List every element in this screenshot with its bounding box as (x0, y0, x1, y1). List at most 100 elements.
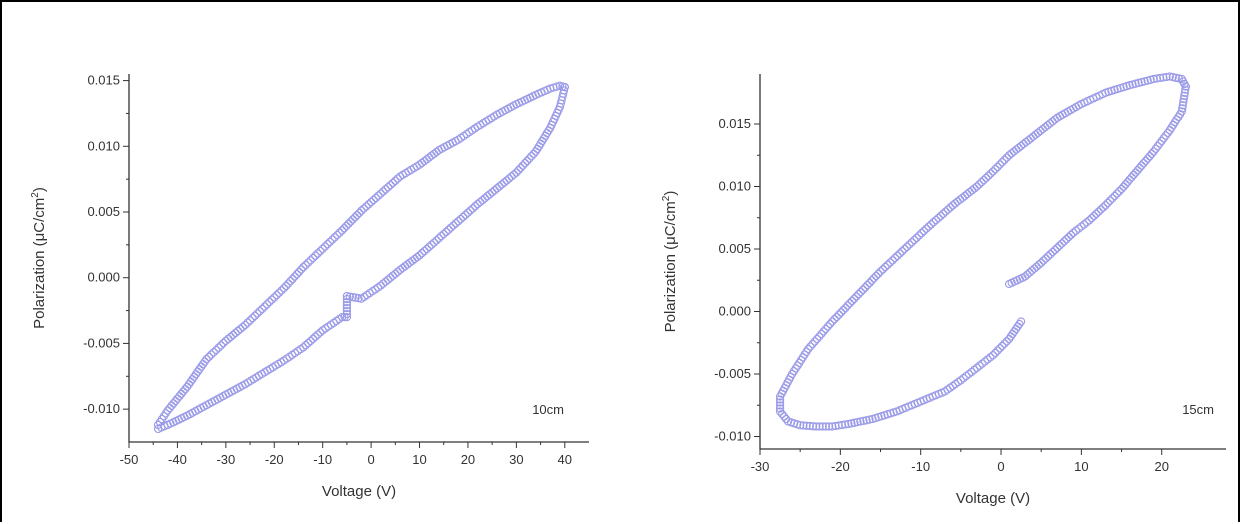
data-point (299, 263, 308, 272)
data-point (929, 218, 938, 227)
data-point (967, 367, 976, 377)
data-point (265, 297, 274, 307)
data-point (812, 334, 822, 344)
data-point (429, 238, 439, 247)
data-point (804, 344, 813, 354)
data-point (878, 265, 888, 274)
data-point (1069, 228, 1078, 237)
data-point (306, 256, 315, 265)
data-point (463, 208, 473, 217)
data-point (881, 262, 890, 272)
data-point (1002, 153, 1011, 162)
data-point (867, 276, 876, 285)
data-point (359, 204, 368, 213)
data-point (245, 316, 255, 325)
data-point (398, 263, 407, 273)
data-point (209, 348, 218, 357)
data-point (869, 274, 879, 283)
data-point (340, 224, 349, 233)
data-point (865, 415, 874, 424)
data-point (410, 254, 419, 264)
data-point (1004, 334, 1014, 344)
data-point (1000, 339, 1009, 348)
y-tick-label: -0.010 (83, 401, 120, 416)
data-point (962, 371, 971, 381)
data-point (775, 404, 785, 413)
data-point (1171, 73, 1180, 82)
x-tick-label: 40 (558, 452, 572, 467)
data-point (357, 206, 366, 215)
data-point (248, 313, 257, 323)
data-point (1157, 136, 1166, 146)
data-point (1163, 128, 1172, 138)
data-point (531, 147, 540, 156)
data-point (1071, 226, 1081, 235)
data-point (454, 135, 463, 144)
data-point (1155, 139, 1164, 148)
data-point (1032, 262, 1041, 271)
y-tick-label: 0.015 (718, 116, 751, 131)
data-point (951, 379, 960, 389)
data-point (819, 327, 828, 336)
data-point (500, 178, 509, 187)
data-point (272, 290, 281, 300)
data-point (344, 219, 353, 228)
data-point (454, 217, 463, 226)
data-point (926, 220, 936, 229)
data-point (1103, 198, 1112, 208)
data-point (777, 409, 787, 419)
data-point (1048, 247, 1057, 257)
y-axis-label-part: 2 (30, 192, 41, 198)
data-point (841, 420, 850, 429)
data-point (964, 369, 974, 379)
data-point (802, 421, 811, 430)
data-point (775, 401, 785, 410)
x-tick-label: -10 (911, 459, 930, 474)
data-point (412, 253, 422, 262)
data-point (323, 240, 332, 249)
data-point (844, 419, 853, 429)
data-point (351, 293, 360, 302)
data-series (153, 81, 569, 434)
data-series (775, 72, 1190, 431)
data-point (1110, 191, 1119, 201)
data-point (817, 329, 826, 339)
data-point (308, 253, 318, 263)
y-tick-label: 0.010 (87, 138, 120, 153)
data-point (1137, 77, 1146, 87)
data-point (993, 162, 1002, 172)
data-point (775, 398, 785, 407)
data-point (1082, 218, 1091, 227)
data-point (422, 244, 431, 254)
y-axis-label-part: ) (31, 187, 48, 192)
sample-annotation: 15cm (1182, 402, 1214, 417)
data-point (850, 294, 859, 303)
data-point (241, 320, 250, 330)
data-point (258, 304, 267, 314)
data-point (313, 249, 322, 258)
data-point (959, 374, 968, 383)
data-point (865, 278, 874, 288)
data-point (391, 176, 400, 185)
data-point (383, 183, 393, 192)
data-point (1125, 81, 1134, 90)
data-point (342, 300, 352, 310)
data-point (1140, 77, 1149, 86)
data-point (386, 273, 395, 282)
data-point (805, 421, 814, 431)
data-point (417, 249, 427, 258)
data-point (520, 159, 530, 168)
data-point (831, 421, 840, 431)
data-point (898, 247, 907, 256)
data-point (1168, 72, 1177, 82)
data-point (466, 206, 475, 215)
data-point (832, 312, 841, 322)
data-point (362, 202, 371, 211)
data-point (1180, 91, 1189, 101)
data-point (886, 258, 895, 267)
data-point (988, 351, 998, 360)
data-point (379, 279, 388, 288)
data-point (284, 279, 293, 288)
data-point (373, 283, 383, 292)
